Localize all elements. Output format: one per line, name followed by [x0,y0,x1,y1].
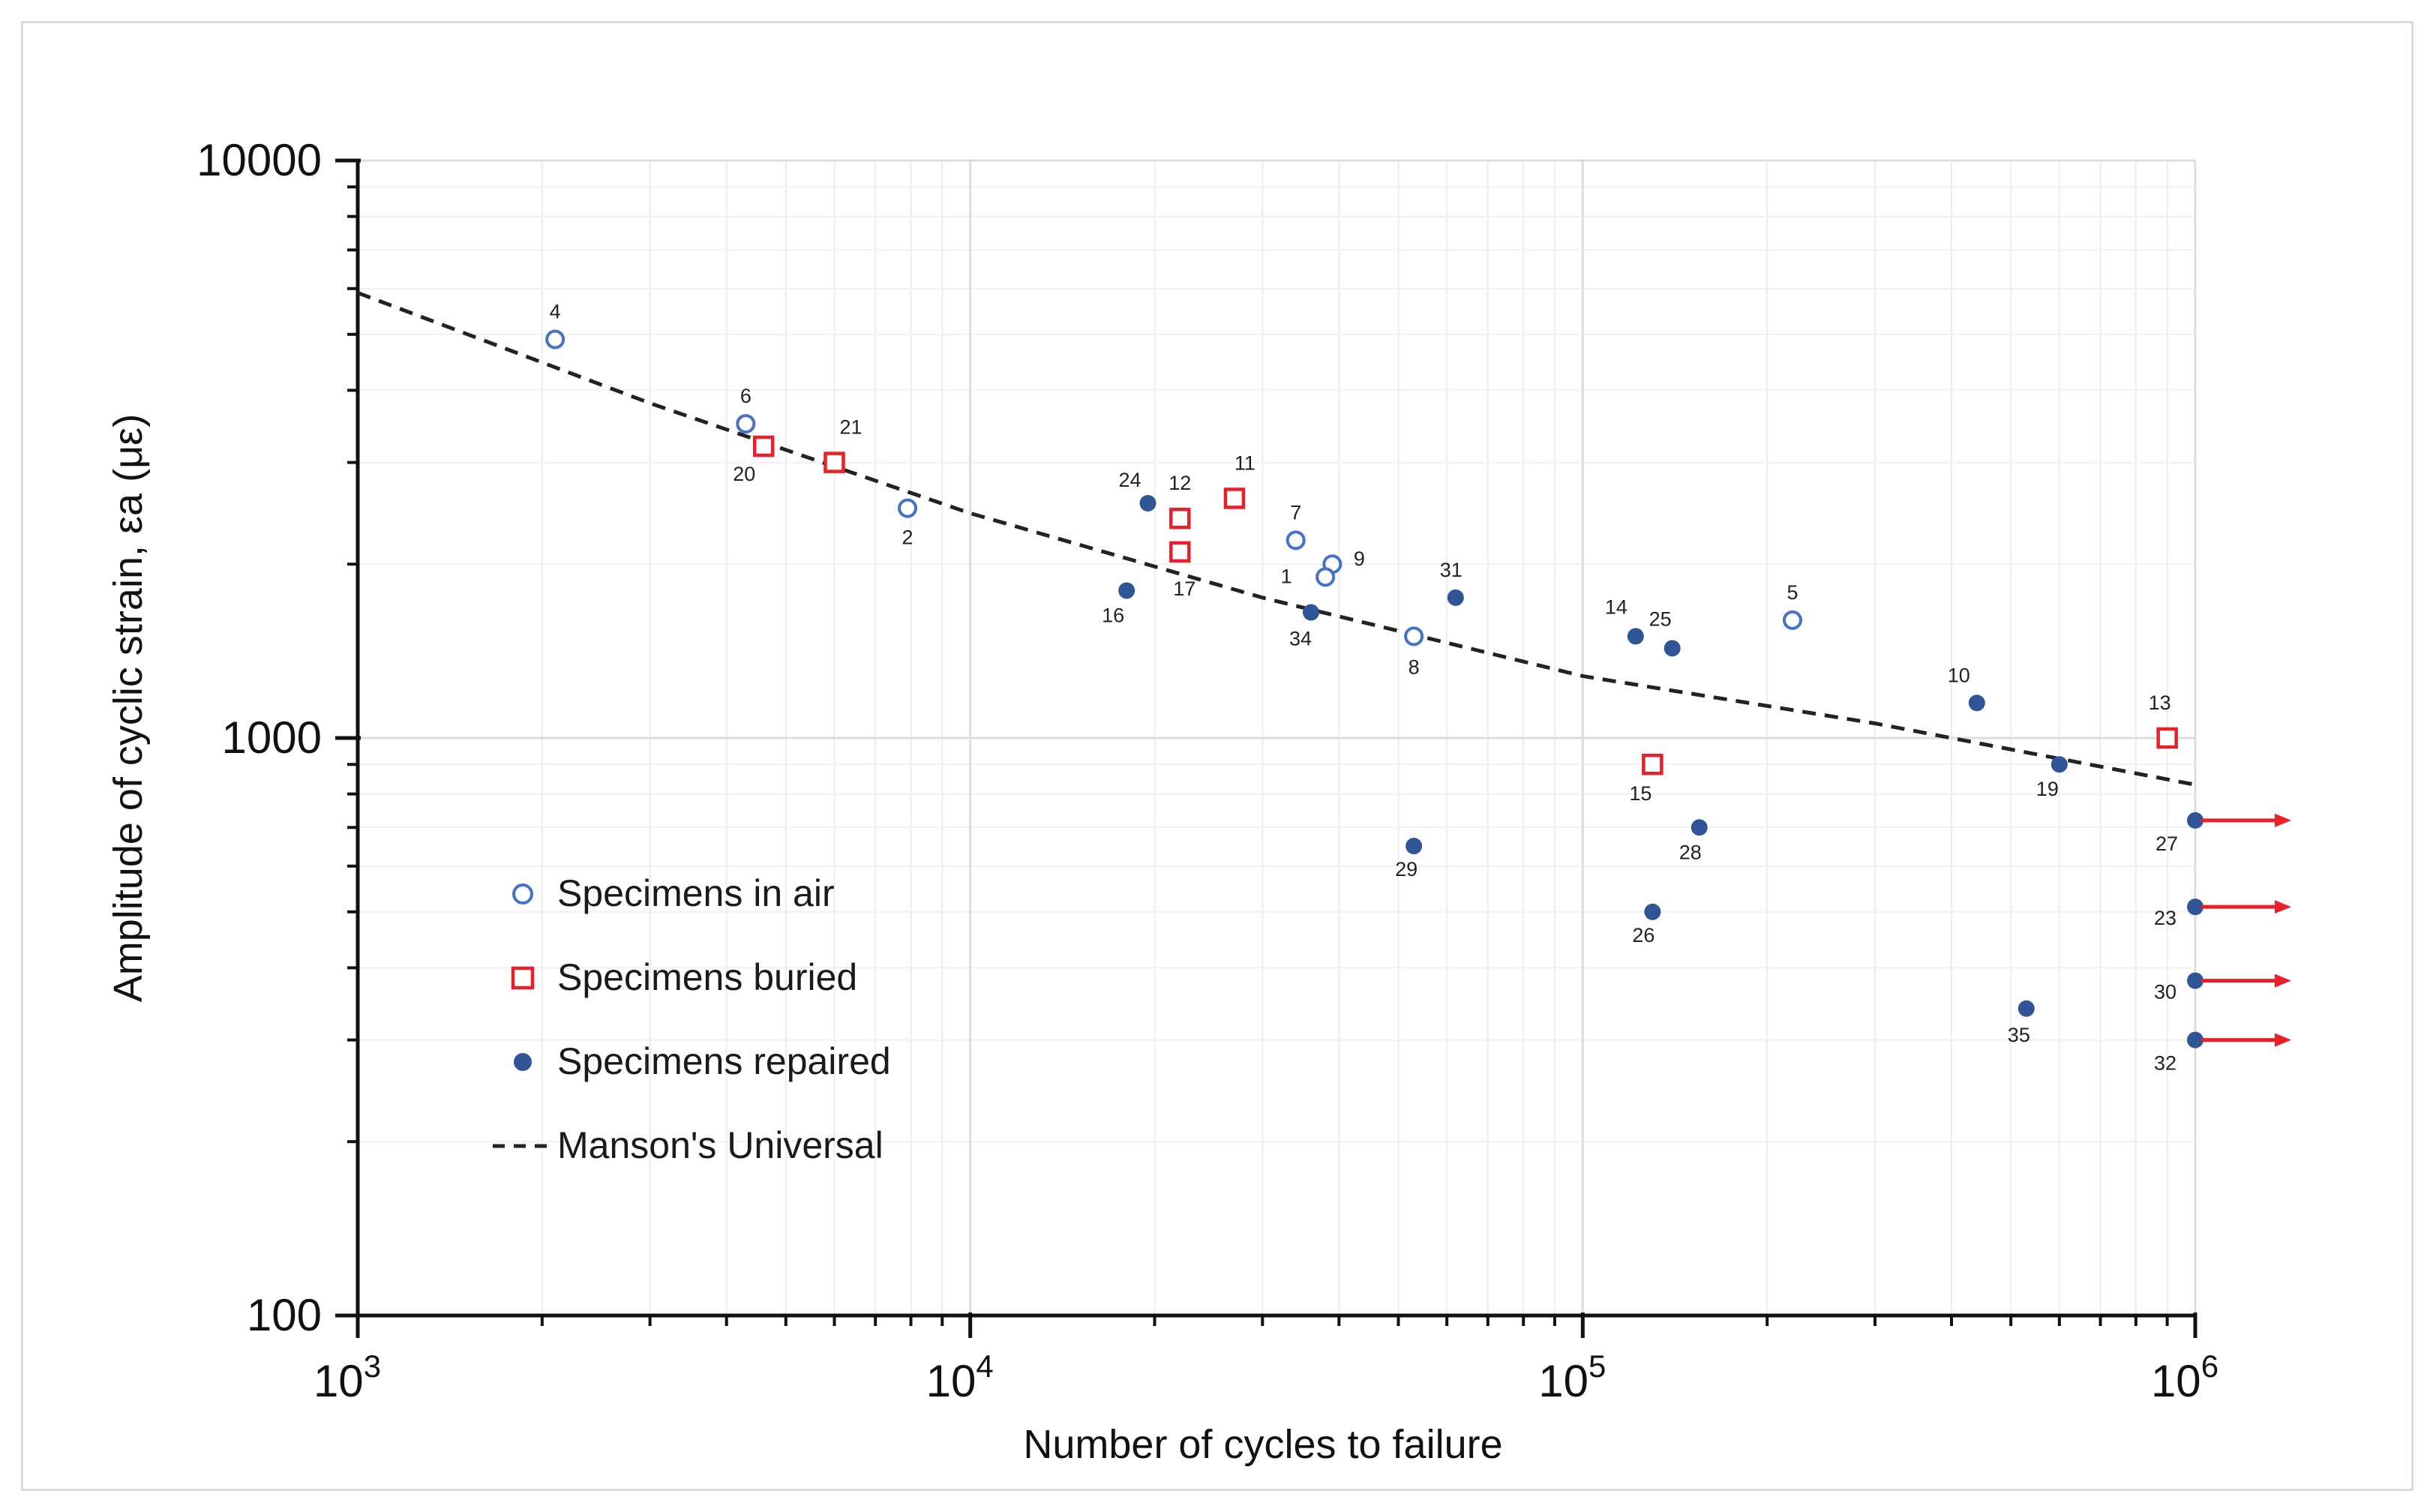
repaired-specimen-point [2018,1000,2035,1017]
x-axis-title: Number of cycles to failure [1023,1422,1502,1467]
repaired-specimen-point [2187,812,2204,829]
x-tick-base: 10 [314,1356,364,1406]
air-specimen-point [1782,610,1802,630]
point-label: 20 [733,463,755,485]
point-label: 23 [2154,907,2176,929]
repaired-specimen-point [1644,903,1661,920]
repaired-specimen-point [1406,838,1423,855]
x-tick-label: 106 [2151,1348,2218,1406]
air-specimen-point [1404,626,1424,646]
repaired-specimen-point [1118,582,1136,599]
point-label: 35 [2008,1024,2030,1046]
point-label: 26 [1632,924,1654,946]
point-label: 28 [1679,841,1702,863]
legend-repaired-marker [514,1053,532,1071]
y-tick-label: 1000 [222,712,322,763]
y-tick-label: 10000 [196,135,322,185]
axes [335,158,2198,1338]
buried-specimen-point [1642,753,1664,776]
buried-specimen-point [1169,507,1191,530]
x-tick-exponent: 6 [2201,1348,2218,1384]
point-label: 10 [1948,664,1970,686]
x-tick-label: 104 [926,1348,994,1406]
point-label: 9 [1354,548,1365,570]
x-tick-label: 103 [314,1348,381,1406]
repaired-specimen-point [1664,640,1681,657]
point-label: 14 [1605,596,1628,618]
point-label: 2 [902,526,914,549]
air-specimen-point [1316,567,1336,587]
repaired-specimen-point [1690,819,1708,836]
point-label: 11 [1234,452,1256,474]
repaired-specimen-point [1139,494,1156,512]
point-label: 6 [740,385,752,407]
point-label: 34 [1289,628,1312,650]
repaired-specimen-point [1627,628,1644,645]
point-label: 32 [2154,1052,2176,1075]
air-specimen-point [545,329,566,350]
legend-entry-label: Specimens repaired [557,1040,891,1082]
repaired-specimen-point [1447,589,1464,606]
runout-arrowhead [2275,1033,2291,1047]
point-label: 7 [1290,501,1301,524]
runout-arrowhead [2275,813,2291,827]
legend-air-marker [512,884,533,904]
air-specimen-point [736,414,756,434]
x-tick-exponent: 5 [1588,1348,1606,1384]
point-label: 17 [1173,578,1196,600]
legend-buried-marker [511,966,535,990]
repaired-specimen-point [2187,898,2204,916]
air-specimen-point [1286,530,1306,550]
point-label: 21 [839,416,862,439]
point-label: 30 [2154,981,2176,1004]
point-label: 4 [550,301,561,323]
repaired-specimen-point [2187,1031,2204,1048]
legend-entry-label: Manson's Universal [557,1124,884,1166]
buried-specimen-point [1223,488,1246,509]
x-tick-exponent: 4 [976,1348,993,1384]
x-tick-base: 10 [926,1356,976,1406]
point-label: 16 [1102,604,1124,626]
x-tick-exponent: 3 [364,1348,381,1384]
repaired-specimen-point [2187,972,2204,989]
y-axis-title: Amplitude of cyclic strain, εa (με) [106,414,151,1002]
point-label: 31 [1440,559,1462,581]
buried-specimen-point [753,435,775,458]
y-tick-label: 100 [247,1290,322,1340]
buried-specimen-point [2156,727,2178,749]
air-specimen-point [898,498,918,518]
x-tick-base: 10 [1538,1356,1588,1406]
manson-universal-line [357,291,2196,787]
x-tick-label: 105 [1538,1348,1606,1406]
point-label: 29 [1395,858,1418,880]
legend: Specimens in air Specimens buried Specimen… [493,872,891,1166]
runout-arrowhead [2275,974,2291,988]
manson-curve [357,291,2196,787]
repaired-specimen-point [2050,756,2068,773]
point-label: 25 [1649,608,1672,630]
data-points: 4627918520211217111513241634312914252826… [545,301,2291,1075]
buried-specimen-point [824,452,845,473]
repaired-specimen-point [1302,604,1319,621]
point-label: 8 [1408,656,1420,678]
runout-arrowhead [2275,900,2291,914]
legend-entry-label: Specimens in air [557,872,835,914]
legend-entry-label: Specimens buried [557,956,857,998]
x-tick-base: 10 [2151,1356,2201,1406]
point-label: 1 [1281,565,1292,587]
point-label: 13 [2149,692,2171,714]
point-label: 24 [1119,469,1142,491]
point-label: 5 [1786,581,1798,604]
point-label: 27 [2156,832,2178,855]
repaired-specimen-point [1968,694,1985,712]
figure-frame: 100 1000 10000 103 104 105 106 Number of cycle… [21,21,2414,1491]
point-label: 19 [2036,778,2059,800]
point-label: 15 [1629,782,1652,805]
buried-specimen-point [1169,541,1191,563]
point-label: 12 [1168,472,1191,494]
